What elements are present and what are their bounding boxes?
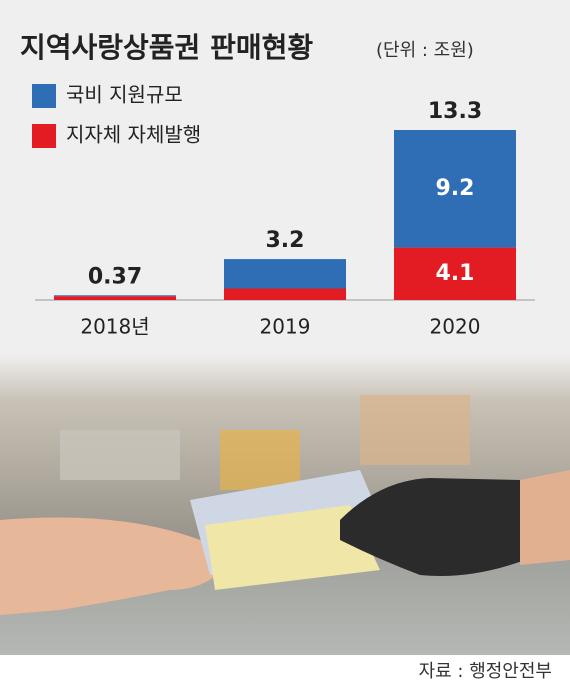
source: 자료 : 행정안전부: [419, 661, 552, 682]
chart-title: 지역사랑상품권 판매현황: [20, 31, 313, 64]
x-tick-label: 2019: [260, 315, 311, 339]
total-label: 13.3: [428, 99, 482, 124]
total-label: 3.2: [266, 228, 305, 253]
value-label: 4.1: [436, 261, 475, 286]
bar-segment: [224, 288, 346, 300]
legend-label: 국비 지원규모: [66, 83, 183, 107]
chart-subtitle: (단위 : 조원): [376, 40, 474, 61]
bar-segment: [394, 130, 516, 248]
total-label: 0.37: [88, 264, 142, 289]
value-label: 9.2: [436, 176, 475, 201]
x-tick-label: 2020: [430, 315, 481, 339]
legend-swatch: [32, 84, 56, 108]
bar-segment: [54, 295, 176, 297]
bar-segment: [394, 247, 516, 300]
bar-segment: [224, 259, 346, 289]
photo: [0, 355, 570, 685]
x-tick-label: 2018년: [80, 315, 149, 339]
legend-swatch: [32, 124, 56, 148]
bar-segment: [54, 296, 176, 300]
legend-label: 지자체 자체발행: [66, 123, 201, 147]
